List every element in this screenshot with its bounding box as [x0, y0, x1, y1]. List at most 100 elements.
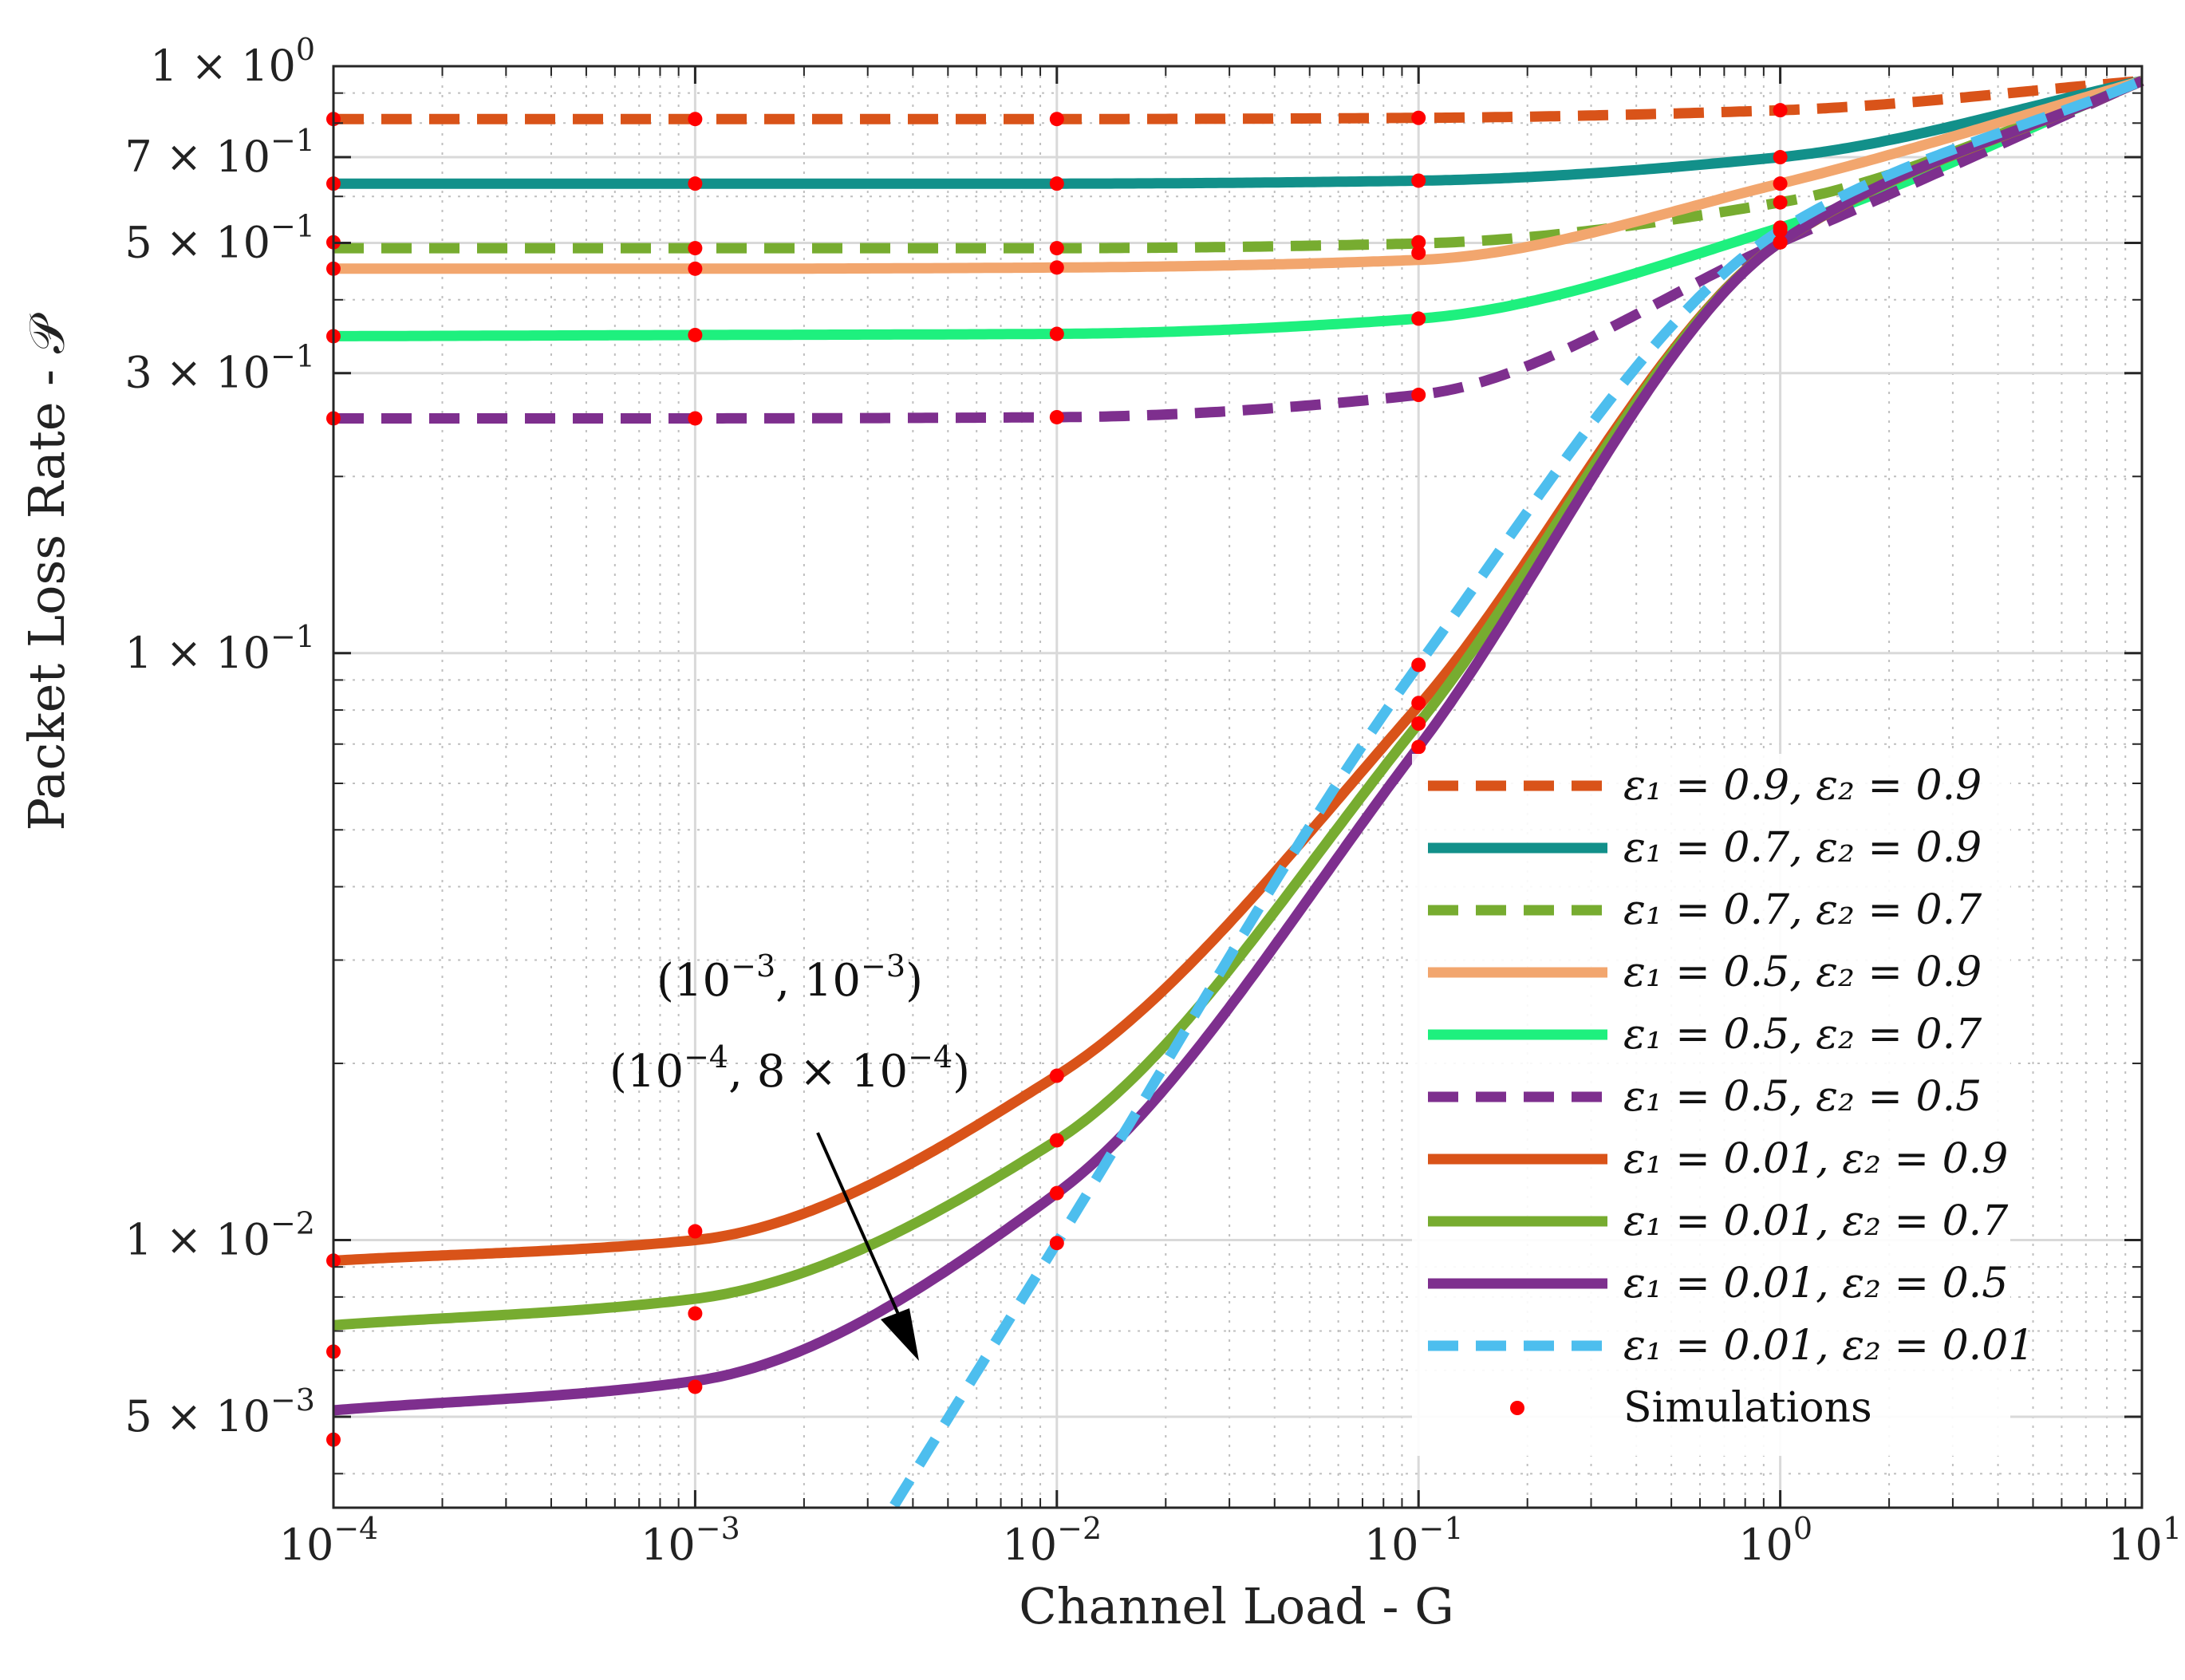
y-tick-exponent: 0	[296, 32, 315, 67]
y-tick-base: 1 × 10	[150, 41, 296, 91]
simulation-point	[1049, 176, 1064, 191]
annotation: (10−3, 10−3) (10−4, 8 × 10−4)	[609, 948, 970, 1361]
anno2-end: )	[952, 1046, 970, 1098]
legend-label-simulations: Simulations	[1623, 1384, 1872, 1432]
annotation-arrow-shaft	[816, 1132, 909, 1335]
simulation-point	[1411, 657, 1426, 672]
y-tick-label: 5 × 10−3	[124, 1382, 315, 1441]
y-tick-base: 3 × 10	[124, 348, 270, 398]
y-tick-label: 1 × 10−2	[124, 1206, 315, 1265]
x-tick-label: 101	[2108, 1511, 2182, 1570]
x-tick-exponent: −1	[1419, 1511, 1464, 1546]
simulation-point	[1411, 388, 1426, 403]
x-tick-base: 10	[1002, 1520, 1057, 1570]
series-line-4	[333, 76, 2144, 274]
anno1-sup1: −3	[731, 948, 775, 984]
legend-background	[1412, 754, 2010, 1456]
x-axis-title: Channel Load - G	[1019, 1577, 1453, 1635]
annotation-arrow-head	[881, 1308, 919, 1361]
anno1-end: )	[905, 955, 923, 1007]
simulation-point	[688, 411, 703, 426]
x-tick-label: 10−3	[641, 1511, 740, 1570]
series-line-6	[333, 76, 2144, 424]
series-line-9	[333, 76, 2144, 1416]
x-tick-exponent: −4	[333, 1511, 378, 1546]
simulation-point	[688, 241, 703, 256]
series-layer	[333, 75, 2144, 1508]
annotation-line-1: (10−3, 10−3)	[657, 948, 923, 1007]
series-line-3	[333, 76, 2144, 254]
legend-label-5: ε₁ = 0.5, ε₂ = 0.7	[1623, 1011, 1982, 1059]
simulation-point	[688, 261, 703, 276]
y-tick-base: 5 × 10	[124, 1391, 270, 1441]
anno1-mid: , 10	[775, 955, 861, 1007]
simulation-point	[688, 176, 703, 191]
y-tick-exponent: −2	[270, 1206, 315, 1241]
simulation-point	[1411, 716, 1426, 732]
simulation-point	[1773, 223, 1788, 239]
simulation-point	[1411, 696, 1426, 711]
x-tick-base: 10	[2108, 1520, 2163, 1570]
simulation-point	[1049, 1236, 1064, 1251]
anno2-open: (10	[609, 1046, 684, 1098]
x-tick-exponent: 0	[1793, 1511, 1812, 1546]
x-tick-base: 10	[641, 1520, 696, 1570]
legend-label-4: ε₁ = 0.5, ε₂ = 0.9	[1623, 948, 1982, 996]
series-line-2	[333, 76, 2144, 189]
simulation-point	[1773, 195, 1788, 210]
simulation-point	[688, 327, 703, 342]
x-tick-base: 10	[1364, 1520, 1419, 1570]
legend-label-6: ε₁ = 0.5, ε₂ = 0.5	[1623, 1073, 1982, 1121]
anno1-sup2: −3	[861, 948, 905, 984]
simulation-point	[1411, 173, 1426, 188]
legend: ε₁ = 0.9, ε₂ = 0.9 ε₁ = 0.7, ε₂ = 0.9 ε₁ =…	[1412, 754, 2034, 1456]
simulation-point	[1049, 241, 1064, 256]
simulation-point	[1049, 409, 1064, 424]
axis-ticks	[332, 65, 2142, 1508]
x-tick-labels: 10−4 10−3 10−2 10−1 100 101	[279, 1511, 2182, 1570]
y-axis-title: Packet Loss Rate - 𝒫	[18, 312, 76, 830]
simulation-point	[688, 1379, 703, 1394]
simulation-point	[1411, 739, 1426, 755]
x-tick-exponent: 1	[2163, 1511, 2182, 1546]
legend-label-7: ε₁ = 0.01, ε₂ = 0.9	[1623, 1135, 2008, 1183]
simulation-point	[1411, 245, 1426, 260]
legend-items: ε₁ = 0.9, ε₂ = 0.9 ε₁ = 0.7, ε₂ = 0.9 ε₁ =…	[1428, 762, 2034, 1432]
simulation-point	[1411, 311, 1426, 326]
y-tick-label: 1 × 100	[150, 32, 315, 91]
simulation-point	[1773, 103, 1788, 118]
y-tick-base: 7 × 10	[124, 132, 270, 182]
anno2-sup1: −4	[684, 1039, 728, 1075]
simulation-point	[1773, 235, 1788, 250]
y-tick-label: 7 × 10−1	[124, 123, 315, 182]
x-tick-exponent: −2	[1057, 1511, 1102, 1546]
y-tick-base: 5 × 10	[124, 217, 270, 267]
axes-box	[332, 65, 2144, 1509]
simulation-point	[1773, 176, 1788, 191]
y-tick-exponent: −3	[270, 1382, 315, 1418]
anno1-open: (10	[657, 955, 731, 1007]
simulation-point	[1049, 260, 1064, 275]
simulation-point	[688, 1306, 703, 1321]
anno2-sup2: −4	[908, 1039, 952, 1075]
x-tick-label: 10−4	[279, 1511, 379, 1570]
x-tick-label: 100	[1738, 1511, 1812, 1570]
legend-label-10: ε₁ = 0.01, ε₂ = 0.01	[1623, 1322, 2034, 1370]
simulation-point	[1049, 1133, 1064, 1148]
legend-label-8: ε₁ = 0.01, ε₂ = 0.7	[1623, 1197, 2009, 1245]
simulation-point	[1049, 1185, 1064, 1201]
y-tick-label: 3 × 10−1	[124, 339, 315, 398]
legend-label-2: ε₁ = 0.7, ε₂ = 0.9	[1623, 824, 1982, 872]
series-line-10	[889, 76, 2144, 1508]
y-tick-base: 1 × 10	[124, 1215, 270, 1265]
y-tick-label: 1 × 10−1	[124, 619, 315, 678]
simulation-point	[1049, 1068, 1064, 1083]
simulation-point	[688, 112, 703, 127]
legend-swatch-simulations	[1510, 1401, 1524, 1415]
simulation-point	[688, 1224, 703, 1239]
y-tick-exponent: −1	[270, 339, 315, 374]
x-tick-exponent: −3	[696, 1511, 740, 1546]
y-tick-exponent: −1	[270, 208, 315, 243]
